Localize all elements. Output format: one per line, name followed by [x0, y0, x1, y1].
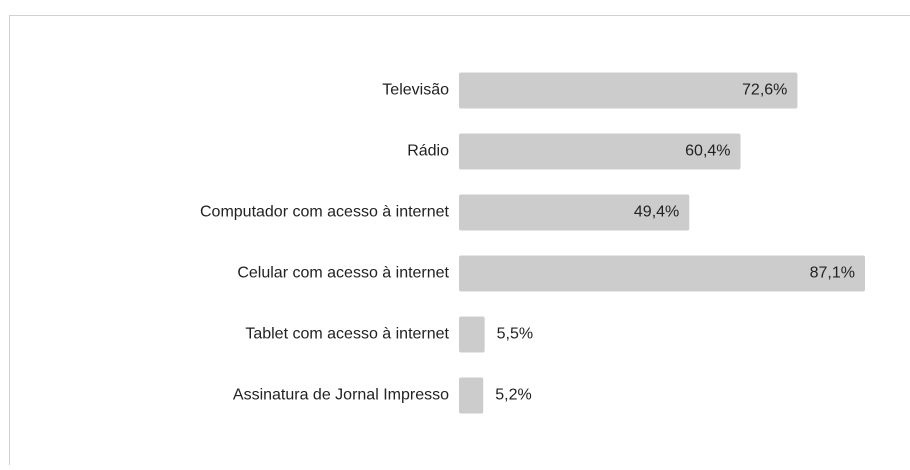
value-label: 5,2%	[495, 387, 531, 404]
bar	[459, 317, 485, 353]
value-label: 60,4%	[685, 143, 730, 160]
bar	[459, 378, 483, 414]
category-label: Assinatura de Jornal Impresso	[233, 387, 449, 404]
value-label: 87,1%	[810, 265, 855, 282]
value-label: 5,5%	[497, 326, 533, 343]
value-label: 49,4%	[634, 204, 679, 221]
category-label: Televisão	[382, 82, 449, 99]
bar	[459, 256, 865, 292]
category-label: Rádio	[407, 143, 449, 160]
value-label: 72,6%	[742, 82, 787, 99]
category-label: Celular com acesso à internet	[237, 265, 449, 282]
category-label: Tablet com acesso à internet	[245, 326, 449, 343]
category-label: Computador com acesso à internet	[200, 204, 450, 221]
